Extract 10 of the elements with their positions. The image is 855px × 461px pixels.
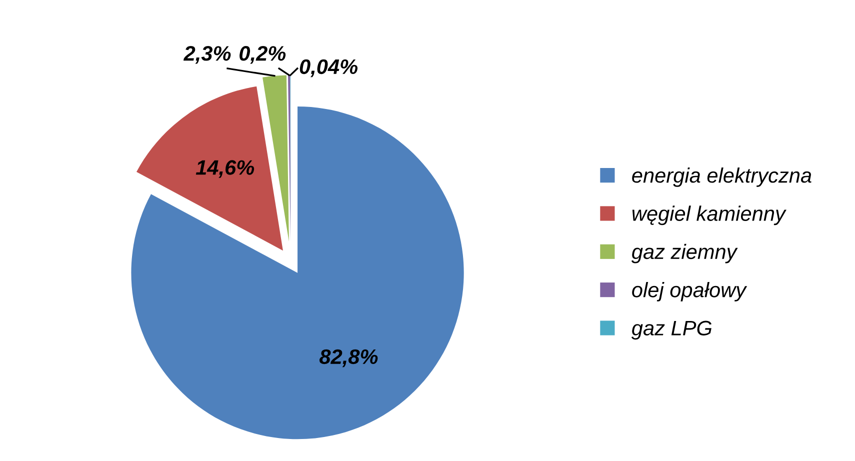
data-label: 0,04% — [300, 59, 358, 78]
legend-label: węgiel kamienny — [632, 206, 786, 226]
legend-label: gaz ziemny — [631, 244, 738, 264]
data-label: 82,8% — [319, 349, 378, 368]
data-label: 0,2% — [240, 46, 286, 64]
legend-label: gaz LPG — [631, 320, 712, 340]
legend-label: energia elektryczna — [632, 168, 812, 187]
data-label: 2,3% — [183, 46, 231, 64]
legend-label: olej opałowy — [632, 282, 748, 302]
data-label: 14,6% — [196, 160, 254, 178]
